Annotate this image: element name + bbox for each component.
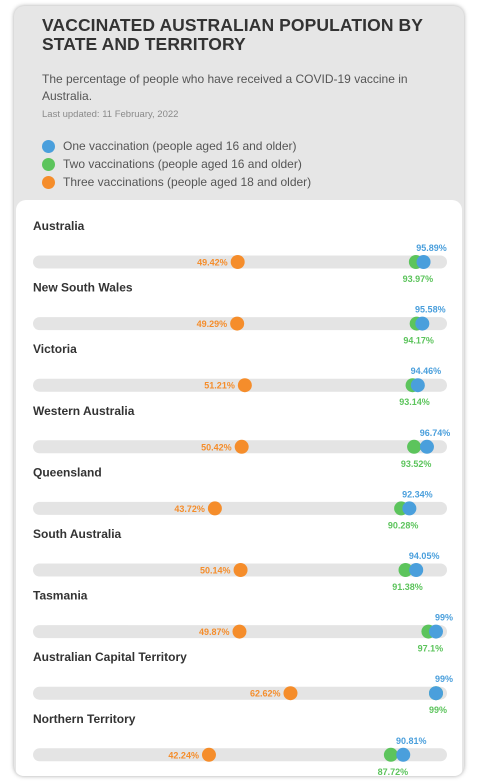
data-label-three: 43.72% [174,504,205,514]
data-label-two: 87.72% [378,767,409,776]
category-label: Queensland [33,465,102,479]
dot-three-vaccinations [237,378,252,393]
legend: One vaccination (people aged 16 and olde… [42,137,311,191]
category-label: Australian Capital Territory [33,650,187,664]
data-label-two: 90.28% [388,520,419,530]
data-label-two: 93.52% [401,459,432,469]
dot-three-vaccinations [207,501,222,516]
legend-swatch-three [42,175,55,189]
legend-swatch-two [42,157,55,171]
track-bar [33,686,447,700]
dot-three-vaccinations [230,255,245,269]
chart-subtitle: The percentage of people who have receiv… [42,72,408,103]
dot-two-vaccinations [407,439,422,454]
data-label-three: 50.42% [201,442,232,452]
data-label-one: 94.05% [409,551,440,561]
dot-one-vaccination [410,378,425,393]
data-label-two: 94.17% [403,336,434,346]
data-label-three: 49.29% [197,319,228,329]
dot-two-vaccinations [383,747,398,762]
data-label-three: 49.87% [199,627,230,637]
chart-card: VACCINATED AUSTRALIAN POPULATION BY STAT… [14,6,464,776]
chart-title: VACCINATED AUSTRALIAN POPULATION BY STAT… [42,15,423,54]
data-label-one: 95.58% [415,305,446,315]
category-label: New South Wales [33,281,133,295]
legend-item-one: One vaccination (people aged 16 and olde… [42,137,311,155]
dot-one-vaccination [402,501,417,516]
dot-three-vaccinations [233,563,248,577]
data-label-two: 93.14% [399,397,430,407]
data-label-one: 92.34% [402,489,433,499]
data-label-two: 97.1% [418,644,444,654]
legend-label-one: One vaccination (people aged 16 and olde… [63,139,297,153]
dot-three-vaccinations [232,624,247,639]
dot-three-vaccinations [230,316,245,331]
data-label-one: 99% [435,674,453,684]
track-bar [33,748,447,762]
legend-item-two: Two vaccinations (people aged 16 and old… [42,155,311,173]
data-label-one: 90.81% [396,736,427,746]
chart-panel: Australia 49.42% 95.89% 93.97% New South Wal… [16,200,462,776]
category-label: South Australia [33,527,122,541]
track-bar [33,501,447,515]
last-updated: Last updated: 11 February, 2022 [42,109,179,120]
legend-label-three: Three vaccinations (people aged 18 and o… [63,175,312,189]
category-label: Northern Territory [33,712,136,726]
dot-three-vaccinations [201,747,216,762]
dot-one-vaccination [409,563,424,577]
dot-three-vaccinations [283,686,298,701]
data-label-three: 49.42% [197,258,228,268]
category-label: Western Australia [33,404,135,418]
data-label-two: 99% [429,705,447,715]
legend-swatch-one [42,139,55,153]
legend-item-three: Three vaccinations (people aged 18 and o… [42,173,311,191]
data-label-three: 50.14% [200,566,231,576]
category-label: Tasmania [33,589,88,603]
dot-plot: Australia 49.42% 95.89% 93.97% New South Wal… [33,219,453,776]
data-label-three: 62.62% [250,689,281,699]
dot-one-vaccination [416,255,431,269]
data-label-one: 94.46% [411,366,442,376]
dot-three-vaccinations [234,439,249,454]
data-label-one: 99% [435,613,453,623]
category-label: Australia [33,219,85,233]
dot-one-vaccination [396,747,411,762]
dot-one-vaccination [419,439,434,454]
data-label-two: 91.38% [392,582,423,592]
data-label-one: 95.89% [416,243,447,253]
category-label: Victoria [33,342,77,356]
data-label-three: 51.21% [204,381,235,391]
dot-one-vaccination [429,686,443,701]
data-label-two: 93.97% [403,274,434,284]
dot-one-vaccination [429,624,443,639]
data-label-three: 42.24% [168,750,199,760]
legend-label-two: Two vaccinations (people aged 16 and old… [63,157,302,171]
dot-one-vaccination [415,316,430,331]
dot-two-vaccinations [398,563,413,577]
data-label-one: 96.74% [420,428,451,438]
